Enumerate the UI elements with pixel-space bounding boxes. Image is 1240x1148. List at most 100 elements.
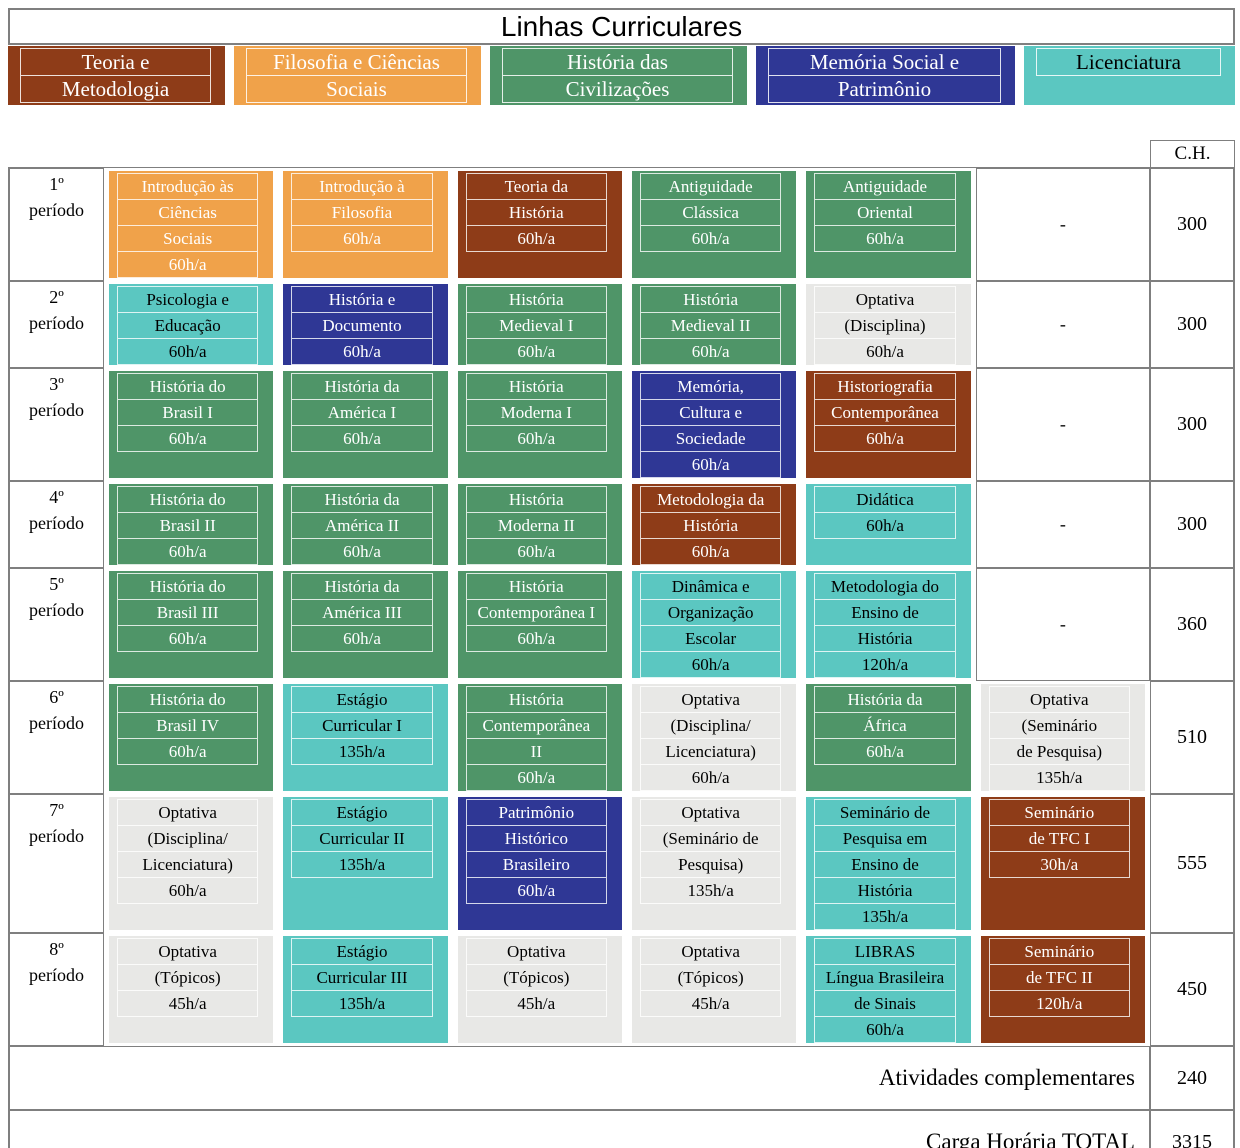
ch-value: 555	[1176, 852, 1207, 874]
course-text-block: Estágio Curricular II 135h/a	[291, 799, 433, 878]
course-line: História da	[292, 374, 432, 400]
course-text-block: Optativa (Disciplina/Licenciatura) 60h/a	[639, 686, 782, 791]
course-text-block: História Medieval II 60h/a	[639, 286, 782, 365]
legend-item-block: Filosofia e Ciências Sociais	[246, 48, 467, 103]
period-label: 2º	[49, 287, 64, 307]
course-line: Optativa	[118, 939, 258, 965]
ch-value: 300	[1176, 313, 1207, 335]
course-line: História do	[118, 374, 258, 400]
dash-label: -	[1059, 314, 1066, 334]
course-cell-fill: História do Brasil I 60h/a	[109, 371, 274, 478]
course-line: Medieval I	[466, 313, 606, 339]
course-line: Curricular I	[292, 713, 432, 739]
course-text-block: Dinâmica e Organização Escolar 60h/a	[639, 573, 782, 678]
course-text-block: História e Documento 60h/a	[291, 286, 433, 365]
course-cell-fill: Seminário de Pesquisa em Ensino de História…	[806, 797, 971, 930]
course-line: 45h/a	[168, 994, 207, 1013]
course-cell: Antiguidade Oriental 60h/a	[801, 168, 975, 281]
course-line: Cultura e	[640, 400, 781, 426]
course-text-block: Introdução à Filosofia 60h/a	[291, 173, 433, 252]
course-line: Moderna I	[466, 400, 606, 426]
course-line: Dinâmica e	[640, 574, 781, 600]
course-line: 60h/a	[343, 342, 381, 361]
empty-slot-cell: -	[975, 481, 1150, 568]
course-line: 60h/a	[343, 629, 381, 648]
course-line: Brasil II	[118, 513, 258, 539]
curriculum-lines-legend: Teoria e Metodologia Filosofia e Ciências S…	[8, 46, 1235, 105]
course-cell-fill: História da América I 60h/a	[283, 371, 448, 478]
period-label: 6º	[49, 687, 64, 707]
summary-value-text: 240	[1176, 1066, 1207, 1089]
course-text-block: História Moderna I 60h/a	[465, 373, 607, 452]
course-line: Seminário	[989, 800, 1129, 826]
dash-label: -	[1059, 614, 1066, 634]
course-line: Contemporânea	[466, 713, 606, 739]
course-cell-fill: Seminário de TFC I 30h/a	[980, 797, 1145, 930]
course-line: América III	[292, 600, 432, 626]
summary-label-text: Atividades complementares	[878, 1065, 1135, 1090]
legend-item-label: Patrimônio	[837, 77, 932, 101]
course-cell: Seminário de Pesquisa em Ensino de História…	[801, 794, 975, 933]
course-line: Psicologia e	[118, 287, 258, 313]
course-text-block: História Contemporânea I 60h/a	[465, 573, 607, 652]
course-cell-fill: Optativa (Seminário de Pesquisa) 135h/a	[980, 684, 1145, 791]
course-text-block: História da América I 60h/a	[291, 373, 433, 452]
course-line: História e	[292, 287, 432, 313]
legend-item-label: Teoria e	[21, 49, 210, 76]
course-line: de Pesquisa)	[989, 739, 1129, 765]
course-cell: Teoria da História 60h/a	[453, 168, 627, 281]
ch-value-cell: 300	[1149, 368, 1234, 481]
course-cell: História e Documento 60h/a	[278, 281, 452, 368]
summary-value-text: 3315	[1171, 1130, 1212, 1148]
course-cell: História Contemporânea II 60h/a	[453, 681, 627, 794]
course-text-block: Optativa (Disciplina) 60h/a	[814, 286, 956, 365]
course-cell: História do Brasil III 60h/a	[104, 568, 278, 681]
course-line: América II	[292, 513, 432, 539]
course-cell: História Moderna I 60h/a	[453, 368, 627, 481]
course-text-block: História da África 60h/a	[814, 686, 956, 765]
period-label: 7º	[49, 800, 64, 820]
course-line: 60h/a	[517, 542, 556, 561]
course-line: 135h/a	[1036, 768, 1083, 787]
course-line: História da	[292, 574, 432, 600]
period-label: período	[29, 965, 84, 985]
course-cell: Memória, Cultura e Sociedade 60h/a	[627, 368, 801, 481]
legend-item-block: Teoria e Metodologia	[20, 48, 211, 103]
period-label: período	[29, 513, 84, 533]
course-cell-fill: Metodologia do Ensino de História 120h/a	[806, 571, 971, 678]
course-line: Ciências	[118, 200, 258, 226]
ch-value: 510	[1176, 726, 1207, 748]
course-line: Ensino de	[815, 600, 955, 626]
course-line: 60h/a	[866, 1020, 904, 1039]
course-cell: Optativa (Disciplina/Licenciatura) 60h/a	[627, 681, 801, 794]
legend-item-label: Licenciatura	[1076, 50, 1181, 74]
ch-value: 300	[1176, 413, 1207, 435]
course-cell: Seminário de TFC I 30h/a	[976, 794, 1150, 933]
course-cell: Introdução à Filosofia 60h/a	[278, 168, 452, 281]
period-cell-6: 6º período	[9, 681, 104, 794]
course-line: 60h/a	[343, 429, 381, 448]
ch-value: 300	[1176, 213, 1207, 235]
ch-value-cell: 360	[1149, 568, 1234, 681]
course-text-block: Seminário de TFC II 120h/a	[988, 938, 1130, 1017]
course-line: (Disciplina/	[640, 713, 781, 739]
period-label: período	[29, 400, 84, 420]
legend-item-label: Filosofia e Ciências	[247, 49, 466, 76]
course-cell-fill: Optativa (Tópicos) 45h/a	[457, 936, 622, 1043]
course-text-block: História do Brasil I 60h/a	[117, 373, 259, 452]
course-cell: Optativa (Seminário de Pesquisa) 135h/a	[976, 681, 1150, 794]
period-label: 8º	[49, 939, 64, 959]
period-cell-3: 3º período	[9, 368, 104, 481]
period-label: período	[29, 826, 84, 846]
course-line: Curricular III	[292, 965, 432, 991]
period-label: 4º	[49, 487, 64, 507]
ch-value: 360	[1176, 613, 1207, 635]
course-line: Oriental	[815, 200, 955, 226]
course-text-block: História da América III 60h/a	[291, 573, 433, 652]
ch-value-cell: 300	[1149, 481, 1234, 568]
course-line: (Seminário de	[640, 826, 781, 852]
page-title: Linhas Curriculares	[8, 8, 1235, 45]
period-cell-5: 5º período	[9, 568, 104, 681]
course-line: (Tópicos)	[466, 965, 606, 991]
course-text-block: História da América II 60h/a	[291, 486, 433, 565]
